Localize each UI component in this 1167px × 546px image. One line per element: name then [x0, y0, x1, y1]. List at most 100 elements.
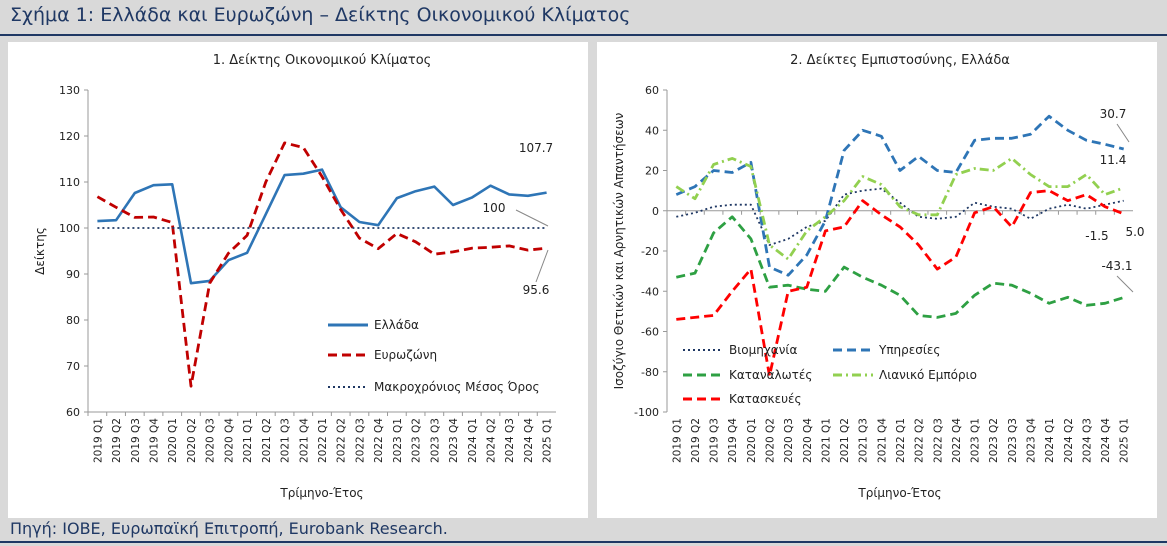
x-tick-label: 2023 Q2	[411, 418, 423, 463]
annotation-label: -1.5	[1085, 229, 1108, 243]
y-tick-label: -60	[641, 326, 659, 339]
legend-label: Βιομηχανία	[729, 343, 797, 357]
x-tick-label: 2022 Q2	[336, 418, 348, 463]
x-tick-label: 2020 Q3	[783, 418, 795, 463]
y-tick-label: -40	[641, 285, 659, 298]
x-tick-label: 2024 Q2	[1063, 418, 1075, 463]
y-tick-label: -100	[634, 406, 659, 419]
y-tick-label: 100	[59, 222, 80, 235]
annotation-label: 5.0	[1125, 225, 1144, 239]
x-tick-label: 2020 Q4	[223, 418, 235, 463]
x-tick-label: 2021 Q1	[242, 418, 254, 463]
x-tick-label: 2022 Q1	[317, 418, 329, 463]
chart-title: 2. Δείκτες Εμπιστοσύνης, Ελλάδα	[790, 53, 1010, 68]
x-tick-label: 2023 Q2	[988, 418, 1000, 463]
annotation-label: -43.1	[1101, 259, 1132, 273]
series-line-3	[675, 157, 1125, 261]
annotation-leader	[535, 249, 549, 283]
legend-label: Υπηρεσίες	[878, 343, 940, 357]
confidence-indicators-chart: 2. Δείκτες Εμπιστοσύνης, Ελλάδα -100 -80 -6…	[612, 53, 1145, 500]
x-tick-label: 2019 Q1	[671, 418, 683, 463]
y-tick-label: 0	[652, 205, 659, 218]
x-tick-label: 2023 Q4	[448, 418, 460, 463]
x-tick-label: 2022 Q3	[354, 418, 366, 463]
x-tick-label: 2019 Q4	[149, 418, 161, 463]
chart-title: 1. Δείκτης Οικονομικού Κλίματος	[213, 53, 432, 68]
x-tick-label: 2019 Q3	[709, 418, 721, 463]
y-tick-label: 110	[59, 176, 80, 189]
y-tick-label: 20	[645, 165, 659, 178]
x-tick-label: 2019 Q1	[92, 418, 104, 463]
legend-label: Κατασκευές	[729, 392, 802, 406]
source-note: Πηγή: ΙΟΒΕ, Ευρωπαϊκή Επιτροπή, Eurobank…	[10, 519, 448, 538]
series-line-0	[676, 187, 1124, 246]
y-tick-label: 80	[66, 314, 80, 327]
x-tick-label: 2024 Q3	[504, 418, 516, 463]
legend-label: Ευρωζώνη	[374, 348, 437, 362]
y-tick-label: -80	[641, 366, 659, 379]
annotation-leader	[1116, 123, 1130, 143]
x-tick-label: 2022 Q4	[951, 418, 963, 463]
x-tick-label: 2022 Q4	[373, 418, 385, 463]
x-tick-label: 2024 Q1	[467, 418, 479, 463]
x-tick-label: 2024 Q1	[1044, 418, 1056, 463]
y-tick-label: 60	[645, 84, 659, 97]
annotation-label: 11.4	[1100, 153, 1127, 167]
series-line-2	[676, 215, 1125, 319]
annotation-label: 107.7	[519, 141, 553, 155]
x-tick-label: 2023 Q1	[970, 418, 982, 463]
x-tick-label: 2024 Q4	[523, 418, 535, 463]
y-tick-label: 40	[645, 124, 659, 137]
annotation-label: 100	[483, 201, 506, 215]
x-tick-label: 2021 Q2	[261, 418, 273, 463]
x-tick-label: 2023 Q3	[429, 418, 441, 463]
series-line-1	[96, 141, 547, 388]
annotation-leader	[515, 209, 549, 227]
annotation-label: 95.6	[523, 283, 550, 297]
annotation-label: 30.7	[1100, 107, 1127, 121]
x-tick-label: 2022 Q1	[895, 418, 907, 463]
y-axis-title: Ισοζύγιο Θετικών και Αρνητικών Απαντήσεω…	[612, 112, 626, 389]
bottom-rule	[0, 541, 1167, 543]
x-tick-label: 2020 Q1	[746, 418, 758, 463]
economic-climate-chart: 1. Δείκτης Οικονομικού Κλίματος 60 70 80 90 1…	[33, 53, 556, 500]
legend-label: Ελλάδα	[374, 318, 419, 332]
x-tick-label: 2024 Q3	[1081, 418, 1093, 463]
x-tick-label: 2020 Q2	[186, 418, 198, 463]
y-tick-label: 90	[66, 268, 80, 281]
x-tick-label: 2019 Q2	[111, 418, 123, 463]
x-tick-label: 2021 Q1	[820, 418, 832, 463]
x-axis-title: Τρίμηνο-Έτος	[279, 486, 363, 500]
x-tick-label: 2023 Q3	[1007, 418, 1019, 463]
x-tick-label: 2023 Q4	[1025, 418, 1037, 463]
x-tick-label: 2023 Q1	[392, 418, 404, 463]
x-tick-label: 2019 Q4	[727, 418, 739, 463]
x-tick-label: 2021 Q4	[298, 418, 310, 463]
y-tick-label: -20	[641, 245, 659, 258]
x-tick-label: 2021 Q2	[839, 418, 851, 463]
x-tick-label: 2020 Q3	[205, 418, 217, 463]
chart-panel-economic-climate: 1. Δείκτης Οικονομικού Κλίματος 60 70 80 90 1…	[8, 42, 588, 518]
legend-label: Λιανικό Εμπόριο	[879, 368, 977, 382]
x-tick-label: 2021 Q3	[858, 418, 870, 463]
legend-label: Καταναλωτές	[729, 368, 812, 382]
x-tick-label: 2021 Q4	[876, 418, 888, 463]
x-tick-label: 2020 Q2	[765, 418, 777, 463]
x-tick-label: 2022 Q2	[914, 418, 926, 463]
y-tick-label: 130	[59, 84, 80, 97]
chart-panel-confidence-indicators: 2. Δείκτες Εμπιστοσύνης, Ελλάδα -100 -80 -6…	[597, 42, 1157, 518]
x-tick-label: 2020 Q1	[167, 418, 179, 463]
x-tick-label: 2024 Q4	[1100, 418, 1112, 463]
annotation-leader	[1116, 275, 1134, 293]
title-rule	[0, 34, 1167, 36]
x-tick-label: 2021 Q3	[280, 418, 292, 463]
x-tick-label: 2025 Q1	[542, 418, 554, 463]
x-tick-label: 2019 Q2	[690, 418, 702, 463]
series-line-0	[97, 168, 547, 285]
figure-title: Σχήμα 1: Ελλάδα και Ευρωζώνη – Δείκτης Ο…	[10, 4, 631, 26]
x-tick-label: 2022 Q3	[932, 418, 944, 463]
y-tick-label: 120	[59, 130, 80, 143]
x-tick-label: 2020 Q4	[802, 418, 814, 463]
y-tick-label: 60	[66, 406, 80, 419]
y-tick-label: 70	[66, 360, 80, 373]
